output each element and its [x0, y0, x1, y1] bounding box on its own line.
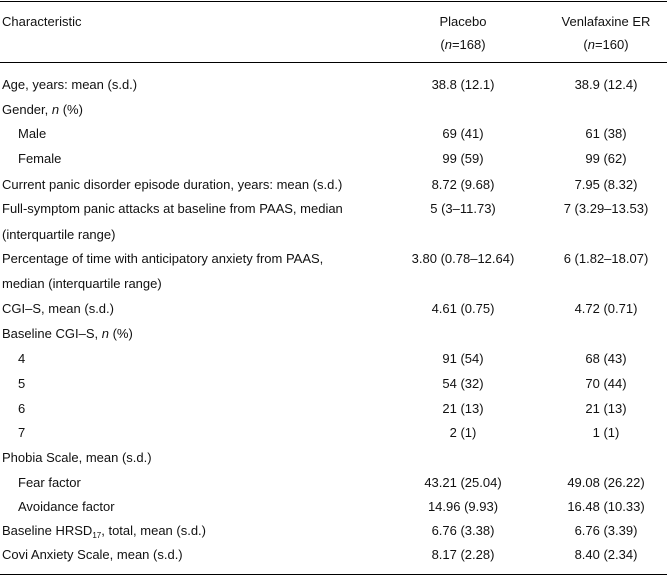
cell: 8.40 (2.34) [574, 547, 638, 562]
text: , total, mean (s.d.) [101, 523, 206, 538]
text: n [51, 102, 60, 117]
cell: 61 (38) [585, 126, 627, 141]
row: 4 91 (54) 68 (43) [0, 350, 667, 368]
text: ( [440, 37, 445, 52]
row: Baseline HRSD17, total, mean (s.d.) 6.76 … [0, 522, 667, 540]
header-row: Characteristic Placebo Venlafaxine ER [0, 13, 667, 31]
cell: 38.8 (12.1) [431, 77, 495, 92]
header-cell: Characteristic [2, 14, 82, 29]
text: =168) [451, 37, 486, 52]
text: Baseline HRSD [2, 523, 93, 538]
label: Age, years: mean (s.d.) [2, 77, 138, 92]
row: Female 99 (59) 99 (62) [0, 150, 667, 168]
cell: 7 (3.29–13.53) [563, 201, 649, 216]
header-cell: Placebo [439, 14, 487, 29]
cell: 2 (1) [449, 425, 477, 440]
row: Gender, n (%) [0, 101, 667, 119]
cell: 91 (54) [442, 351, 484, 366]
cell: 21 (13) [442, 401, 484, 416]
cell: 5 (3–11.73) [430, 201, 496, 216]
label: 6 [18, 401, 26, 416]
label: Avoidance factor [18, 499, 115, 514]
row: Phobia Scale, mean (s.d.) [0, 449, 667, 467]
cell: 21 (13) [585, 401, 627, 416]
cell: 7.95 (8.32) [574, 177, 638, 192]
label: (interquartile range) [2, 227, 116, 242]
label: Percentage of time with anticipatory anx… [2, 251, 324, 266]
header-cell: Venlafaxine ER [561, 14, 651, 29]
cell: 4.61 (0.75) [431, 301, 495, 316]
row: median (interquartile range) [0, 275, 667, 293]
text: =160) [594, 37, 629, 52]
cell: 69 (41) [442, 126, 484, 141]
header-n: (n=160) [546, 36, 666, 54]
cell: 1 (1) [592, 425, 620, 440]
label: 5 [18, 376, 26, 391]
row: Age, years: mean (s.d.) 38.8 (12.1) 38.9 (… [0, 76, 667, 94]
cell: 16.48 (10.33) [567, 499, 645, 514]
cell: 54 (32) [442, 376, 484, 391]
text: Gender, [2, 102, 52, 117]
label: 4 [18, 351, 26, 366]
label: Current panic disorder episode duration,… [2, 177, 343, 192]
row: 5 54 (32) 70 (44) [0, 375, 667, 393]
header-n: (n=168) [383, 36, 543, 54]
row: Covi Anxiety Scale, mean (s.d.) 8.17 (2.2… [0, 546, 667, 564]
row: (interquartile range) [0, 226, 667, 244]
cell: 6.76 (3.39) [574, 523, 638, 538]
label: Female [18, 151, 62, 166]
cell: 6.76 (3.38) [431, 523, 495, 538]
label: Gender, n (%) [2, 101, 83, 119]
label: median (interquartile range) [2, 276, 162, 291]
label: Phobia Scale, mean (s.d.) [2, 450, 152, 465]
header-row: (n=168) (n=160) [0, 36, 667, 54]
label: Full-symptom panic attacks at baseline f… [2, 201, 343, 216]
cell: 68 (43) [585, 351, 627, 366]
row: 6 21 (13) 21 (13) [0, 400, 667, 418]
label: Male [18, 126, 47, 141]
cell: 70 (44) [585, 376, 627, 391]
label: Covi Anxiety Scale, mean (s.d.) [2, 547, 183, 562]
text: n [101, 326, 109, 341]
row: Full-symptom panic attacks at baseline f… [0, 200, 667, 218]
cell: 14.96 (9.93) [427, 499, 499, 514]
label: Fear factor [18, 475, 81, 490]
cell: 43.21 (25.04) [424, 475, 502, 490]
text: n [444, 37, 452, 52]
bottom-rule [0, 574, 667, 575]
cell: 4.72 (0.71) [574, 301, 638, 316]
row: Baseline CGI–S, n (%) [0, 325, 667, 343]
cell: 99 (62) [585, 151, 627, 166]
row: CGI–S, mean (s.d.) 4.61 (0.75) 4.72 (0.71) [0, 300, 667, 318]
text: (%) [108, 326, 133, 341]
top-rule [0, 1, 667, 2]
cell: 8.72 (9.68) [431, 177, 495, 192]
cell: 6 (1.82–18.07) [563, 251, 649, 266]
row: Fear factor 43.21 (25.04) 49.08 (26.22) [0, 474, 667, 492]
cell: 3.80 (0.78–12.64) [411, 251, 515, 266]
text: (%) [59, 102, 83, 117]
text: 17 [92, 531, 102, 540]
row: Current panic disorder episode duration,… [0, 176, 667, 194]
cell: 99 (59) [442, 151, 484, 166]
text: Baseline CGI–S, [2, 326, 102, 341]
row: Avoidance factor 14.96 (9.93) 16.48 (10.33… [0, 498, 667, 516]
label: 7 [18, 425, 26, 440]
cell: 8.17 (2.28) [431, 547, 495, 562]
cell: 38.9 (12.4) [574, 77, 638, 92]
text: ( [583, 37, 588, 52]
label: Baseline CGI–S, n (%) [2, 325, 133, 343]
row: Percentage of time with anticipatory anx… [0, 250, 667, 268]
cell: 49.08 (26.22) [567, 475, 645, 490]
row: Male 69 (41) 61 (38) [0, 125, 667, 143]
text: n [587, 37, 595, 52]
header-rule [0, 62, 667, 63]
label: Baseline HRSD17, total, mean (s.d.) [2, 522, 206, 540]
row: 7 2 (1) 1 (1) [0, 424, 667, 442]
label: CGI–S, mean (s.d.) [2, 301, 114, 316]
